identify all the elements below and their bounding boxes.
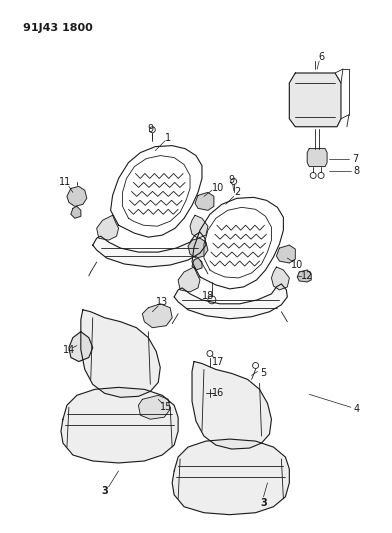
Polygon shape	[97, 215, 118, 240]
Text: 6: 6	[318, 52, 324, 62]
Text: 5: 5	[260, 368, 267, 378]
Text: 15: 15	[160, 402, 172, 412]
Polygon shape	[190, 215, 208, 238]
Text: 18: 18	[202, 291, 214, 301]
Polygon shape	[67, 187, 87, 206]
Text: 16: 16	[212, 389, 224, 398]
Text: 10: 10	[291, 260, 303, 270]
Polygon shape	[192, 258, 202, 270]
Text: 91J43 1800: 91J43 1800	[23, 23, 93, 33]
Text: 12: 12	[301, 271, 313, 281]
Polygon shape	[188, 238, 208, 258]
Polygon shape	[289, 73, 341, 127]
Polygon shape	[93, 232, 206, 267]
Polygon shape	[81, 310, 160, 397]
Polygon shape	[61, 387, 178, 463]
Text: 2: 2	[234, 188, 241, 197]
Text: 9: 9	[229, 175, 235, 185]
Text: 7: 7	[352, 154, 358, 164]
Polygon shape	[138, 395, 170, 419]
Polygon shape	[192, 361, 272, 449]
Text: 10: 10	[212, 183, 224, 193]
Text: 3: 3	[260, 498, 267, 508]
Polygon shape	[307, 149, 327, 166]
Polygon shape	[276, 245, 295, 263]
Polygon shape	[69, 332, 93, 361]
Polygon shape	[71, 206, 81, 218]
Text: 17: 17	[212, 357, 224, 367]
Text: 9: 9	[147, 124, 153, 134]
Polygon shape	[142, 304, 172, 328]
Polygon shape	[174, 284, 287, 319]
Text: 11: 11	[59, 177, 71, 188]
Text: 3: 3	[101, 486, 108, 496]
Polygon shape	[172, 439, 289, 515]
Polygon shape	[272, 267, 289, 290]
Text: 14: 14	[63, 344, 75, 354]
Text: 13: 13	[156, 297, 169, 307]
Polygon shape	[297, 270, 311, 282]
Text: 8: 8	[354, 166, 360, 175]
Text: 1: 1	[165, 133, 171, 143]
Polygon shape	[178, 267, 200, 292]
Text: 4: 4	[354, 404, 360, 414]
Polygon shape	[195, 192, 214, 211]
